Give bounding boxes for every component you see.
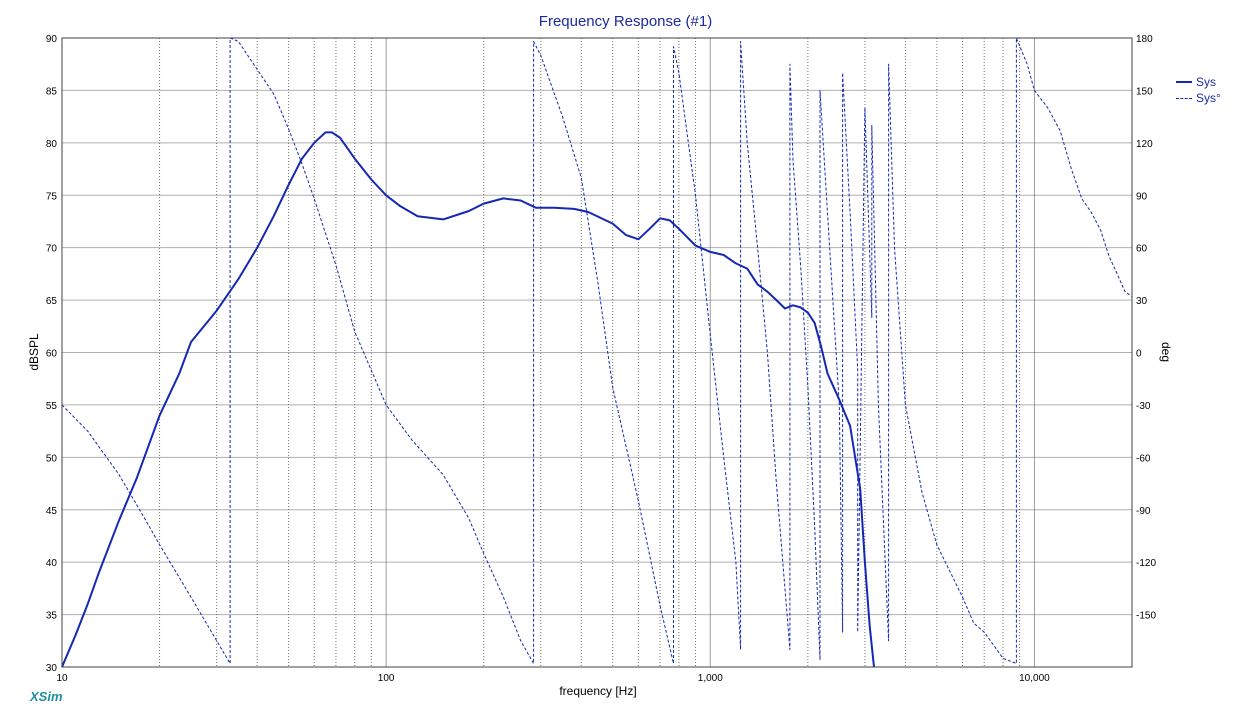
grid-lines <box>62 38 1132 667</box>
y-tick-label-left: 80 <box>46 139 58 150</box>
legend-swatch-dashed <box>1176 97 1192 99</box>
series-line-sys-phase <box>61 37 1133 664</box>
y-tick-label-left: 70 <box>46 244 58 255</box>
y-tick-label-left: 45 <box>46 506 58 517</box>
y-tick-label-right: -120 <box>1136 558 1156 569</box>
tick-labels: 10 100 1,000 10,000 30 35 40 45 50 55 60 65 70 75 80 85… <box>46 34 1157 684</box>
y-tick-label-right: -90 <box>1136 506 1151 517</box>
chart-title: Frequency Response (#1) <box>538 13 713 30</box>
y-tick-label-left: 55 <box>46 401 58 412</box>
legend: Sys Sys° <box>1176 74 1221 106</box>
xsim-logo: XSim <box>30 689 63 704</box>
y-axis-label-right: deg <box>1159 341 1173 363</box>
y-tick-label-left: 75 <box>46 191 58 202</box>
y-tick-label-left: 40 <box>46 558 58 569</box>
legend-entry-sys-phase: Sys° <box>1176 90 1221 106</box>
legend-swatch-solid <box>1176 81 1192 83</box>
y-tick-label-left: 30 <box>46 663 58 674</box>
y-tick-label-left: 50 <box>46 453 58 464</box>
y-tick-label-right: 120 <box>1136 139 1153 150</box>
y-tick-label-right: 30 <box>1136 296 1148 307</box>
y-tick-label-left: 35 <box>46 611 58 622</box>
x-axis-label: frequency [Hz] <box>559 684 637 698</box>
legend-label-sys: Sys <box>1196 75 1217 89</box>
y-tick-label-left: 65 <box>46 296 58 307</box>
series-lines <box>61 37 1133 668</box>
y-tick-label-left: 85 <box>46 86 58 97</box>
y-tick-label-right: -30 <box>1136 401 1151 412</box>
x-tick-label: 1,000 <box>698 673 723 684</box>
y-axis-label-left: dBSPL <box>27 333 41 371</box>
y-tick-label-right: 180 <box>1136 34 1153 45</box>
y-tick-label-left: 90 <box>46 34 58 45</box>
y-tick-label-right: 150 <box>1136 86 1153 97</box>
plot-frame <box>61 37 1133 668</box>
y-tick-label-right: 90 <box>1136 191 1148 202</box>
legend-label-sys-phase: Sys° <box>1196 91 1221 105</box>
y-tick-label-right: -60 <box>1136 453 1151 464</box>
series-line-sys <box>61 131 875 668</box>
y-tick-label-right: 60 <box>1136 244 1148 255</box>
x-tick-label: 100 <box>378 673 395 684</box>
y-tick-label-right: 0 <box>1136 349 1142 360</box>
y-tick-label-right: -150 <box>1136 611 1156 622</box>
x-tick-label: 10 <box>56 673 68 684</box>
plot-background <box>62 38 1132 667</box>
x-tick-label: 10,000 <box>1019 673 1050 684</box>
legend-entry-sys: Sys <box>1176 74 1221 90</box>
y-tick-label-left: 60 <box>46 349 58 360</box>
